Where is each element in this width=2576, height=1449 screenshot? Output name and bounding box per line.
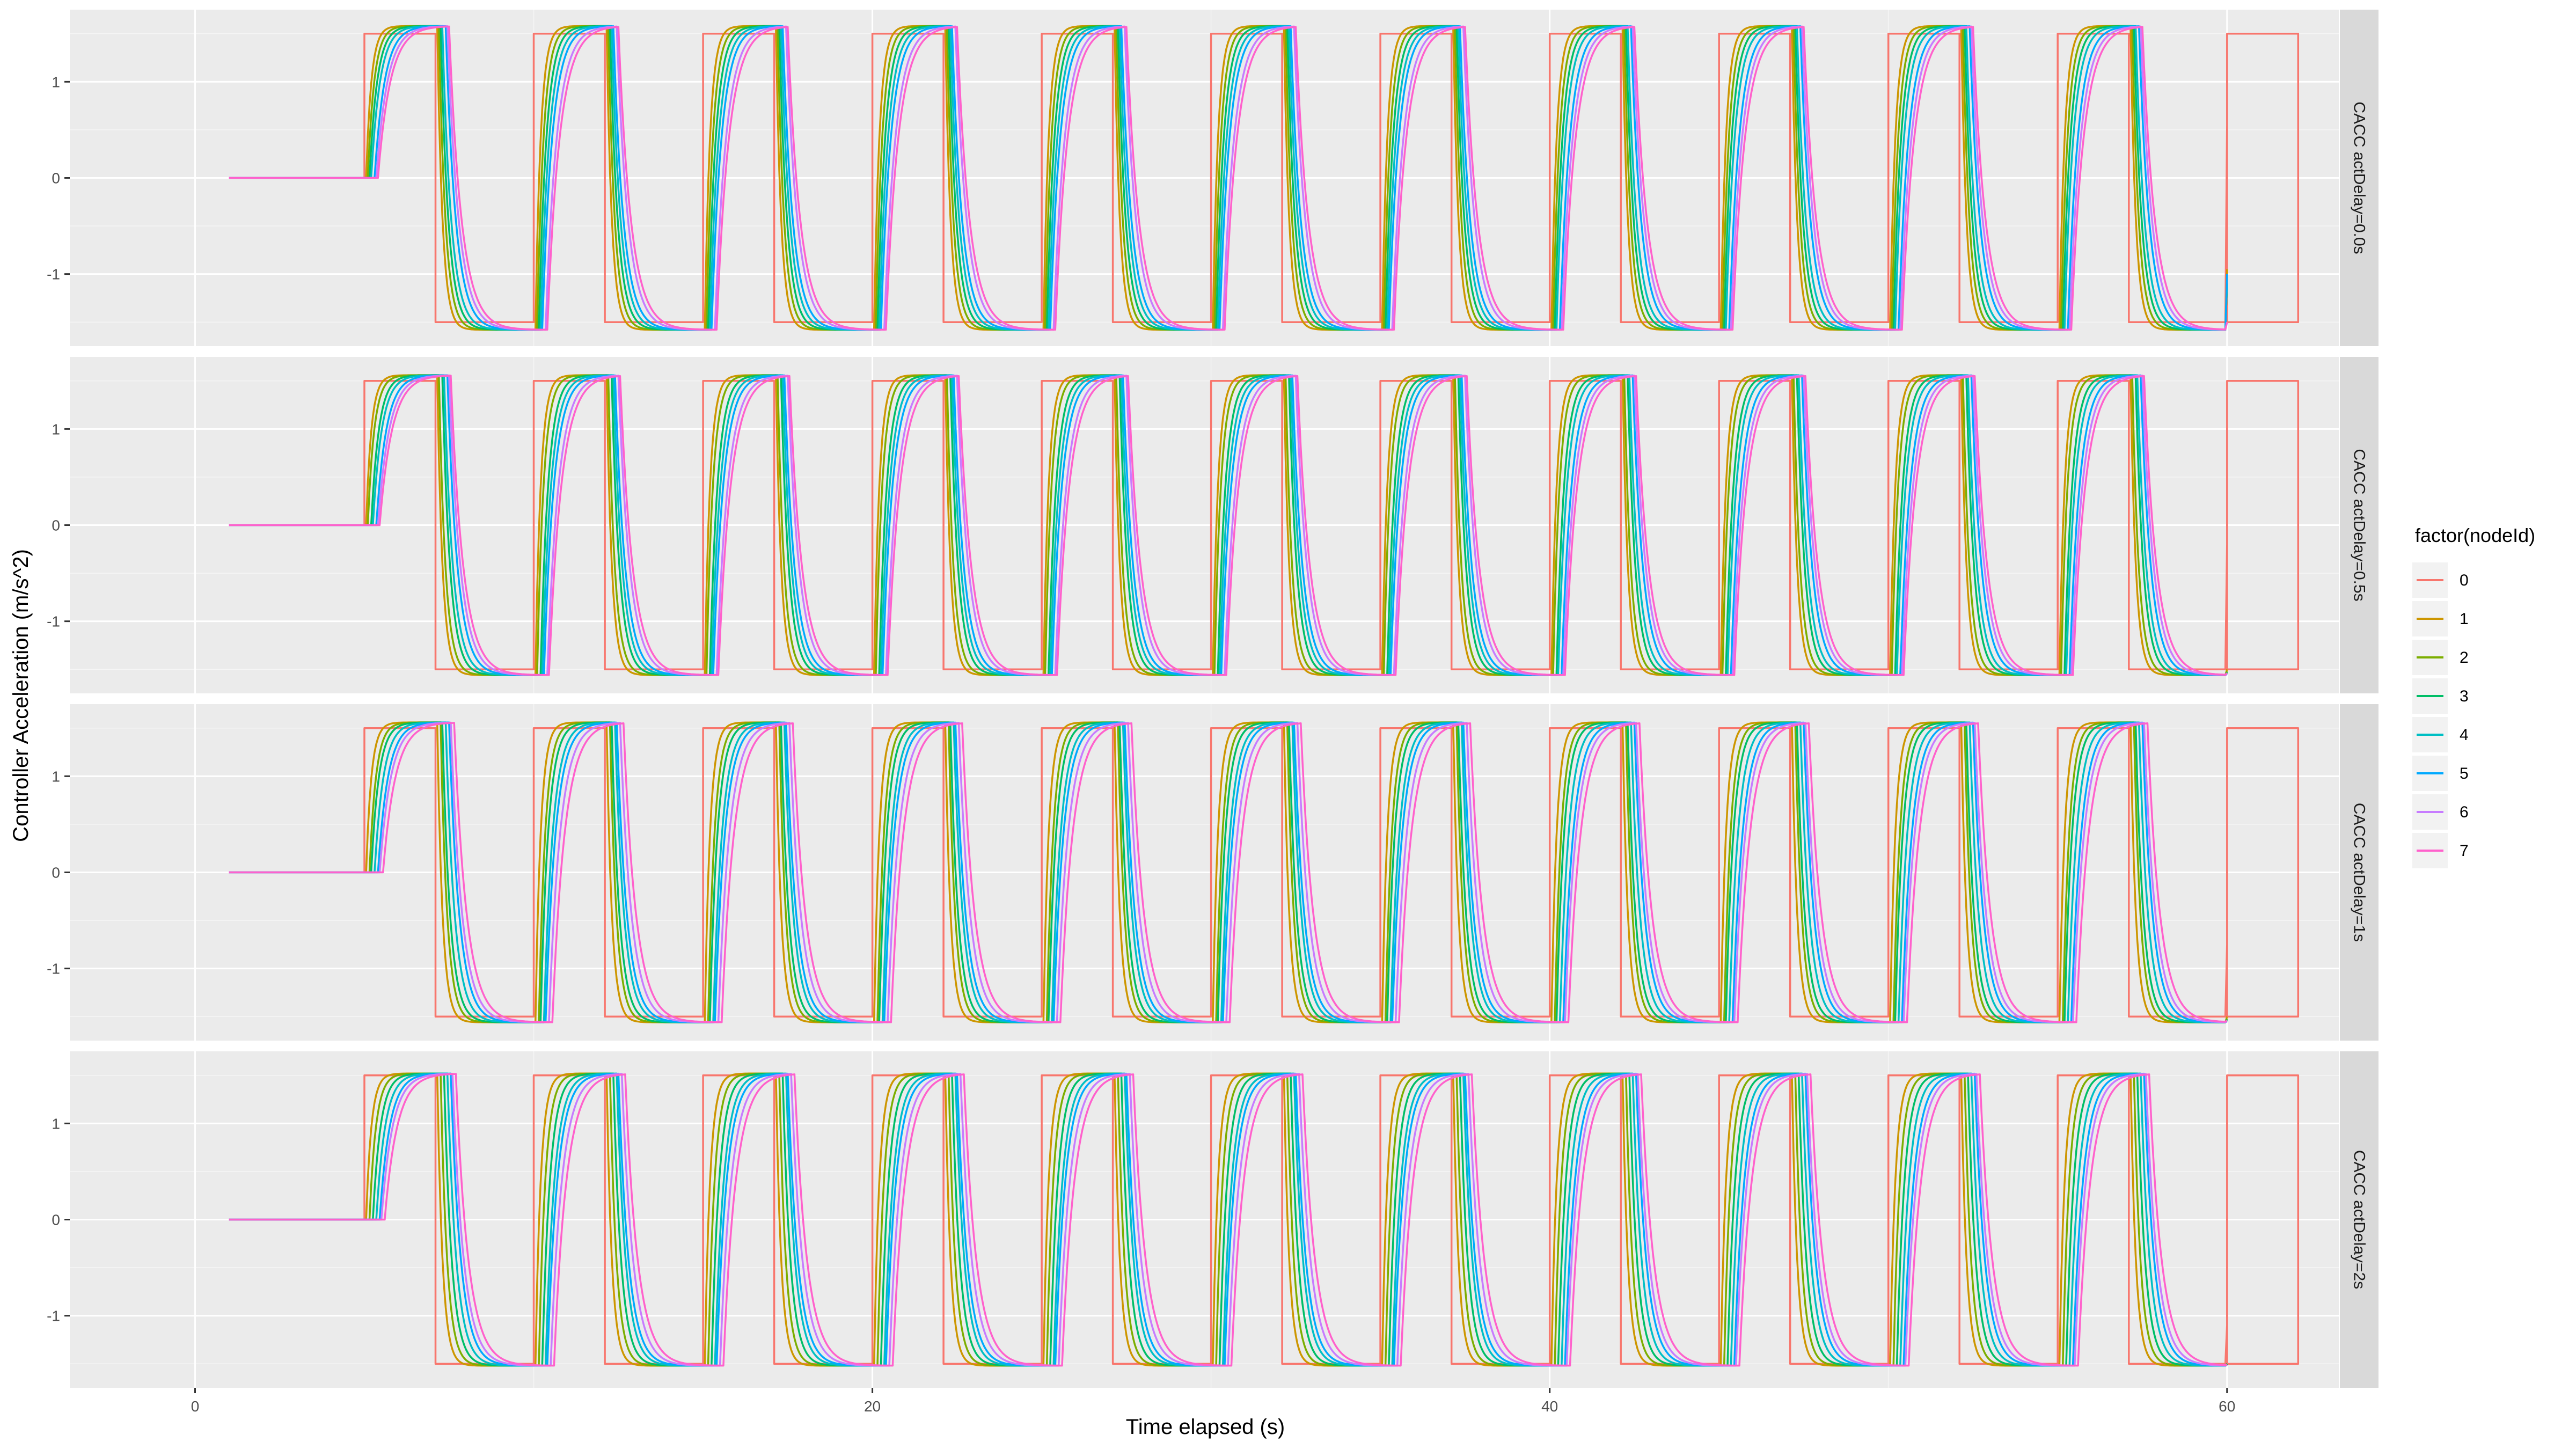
legend-item-6: 6 <box>2412 794 2469 830</box>
series-line-0 <box>229 727 2300 1018</box>
y-tick-label: 0 <box>52 865 60 881</box>
series-line-7 <box>229 722 2228 1023</box>
y-tick-label: -1 <box>47 961 60 977</box>
y-tick-label: 1 <box>52 768 60 785</box>
series-line-2 <box>229 721 2228 1023</box>
series-line-1 <box>229 1072 2228 1367</box>
facet-strip <box>2340 1051 2379 1388</box>
series-line-0 <box>229 1074 2300 1365</box>
legend-label: 1 <box>2460 610 2469 628</box>
y-tick-label: -1 <box>47 266 60 283</box>
facet-panel: 1 0 -1 CACC actDelay=2s <box>47 1051 2379 1388</box>
x-tick-label: 40 <box>1541 1398 1558 1415</box>
legend-item-4: 4 <box>2412 717 2469 752</box>
legend-title: factor(nodeId) <box>2415 524 2535 546</box>
legend-label: 4 <box>2460 726 2469 744</box>
facet-strip-label: CACC actDelay=0.0s <box>2351 101 2368 254</box>
series-line-0 <box>229 380 2300 670</box>
series-line-7 <box>229 375 2228 676</box>
chart-axes: Time elapsed (s) Controller Acceleration… <box>9 549 2235 1439</box>
facet-strip-label: CACC actDelay=0.5s <box>2351 449 2368 601</box>
facet-strip <box>2340 10 2379 346</box>
legend-item-1: 1 <box>2412 601 2469 636</box>
legend: factor(nodeId) 0 1 2 3 4 5 6 7 <box>2412 524 2535 868</box>
legend-label: 6 <box>2460 803 2469 821</box>
facet-strip <box>2340 357 2379 693</box>
y-tick-label: 0 <box>52 517 60 534</box>
x-tick-label: 60 <box>2219 1398 2235 1415</box>
legend-item-0: 0 <box>2412 562 2469 598</box>
legend-label: 0 <box>2460 572 2469 589</box>
series-line-2 <box>229 25 2228 331</box>
series-line-1 <box>229 25 2228 331</box>
y-tick-label: 1 <box>52 74 60 90</box>
facet-panel: 1 0 -1 CACC actDelay=1s <box>47 704 2379 1041</box>
chart-panels: 1 0 -1 CACC actDelay=0.0s 1 0 -1 CACC actDelay=… <box>47 10 2379 1388</box>
series-line-1 <box>229 374 2228 676</box>
legend-label: 2 <box>2460 649 2469 667</box>
series-line-2 <box>229 374 2228 676</box>
legend-item-2: 2 <box>2412 640 2469 675</box>
legend-item-5: 5 <box>2412 756 2469 791</box>
y-tick-label: 1 <box>52 421 60 437</box>
x-tick-label: 0 <box>191 1398 200 1415</box>
legend-label: 7 <box>2460 842 2469 860</box>
facet-panel: 1 0 -1 CACC actDelay=0.5s <box>47 357 2379 693</box>
legend-item-3: 3 <box>2412 678 2469 714</box>
x-tick-label: 20 <box>864 1398 881 1415</box>
series-line-7 <box>229 25 2228 331</box>
facet-strip <box>2340 704 2379 1041</box>
series-line-2 <box>229 1072 2228 1367</box>
series-line-1 <box>229 721 2228 1023</box>
legend-label: 5 <box>2460 765 2469 782</box>
y-tick-label: 1 <box>52 1115 60 1132</box>
legend-label: 3 <box>2460 687 2469 705</box>
facet-strip-label: CACC actDelay=2s <box>2351 1150 2368 1289</box>
series-line-7 <box>229 1073 2228 1367</box>
facet-strip-label: CACC actDelay=1s <box>2351 803 2368 942</box>
y-tick-label: -1 <box>47 1308 60 1324</box>
facet-panel: 1 0 -1 CACC actDelay=0.0s <box>47 10 2379 346</box>
y-tick-label: 0 <box>52 170 60 187</box>
y-axis-title: Controller Acceleration (m/s^2) <box>9 549 33 842</box>
series-line-3 <box>229 25 2228 331</box>
y-tick-label: 0 <box>52 1212 60 1228</box>
x-axis-title: Time elapsed (s) <box>1126 1415 1285 1439</box>
y-tick-label: -1 <box>47 613 60 630</box>
legend-item-7: 7 <box>2412 833 2469 868</box>
